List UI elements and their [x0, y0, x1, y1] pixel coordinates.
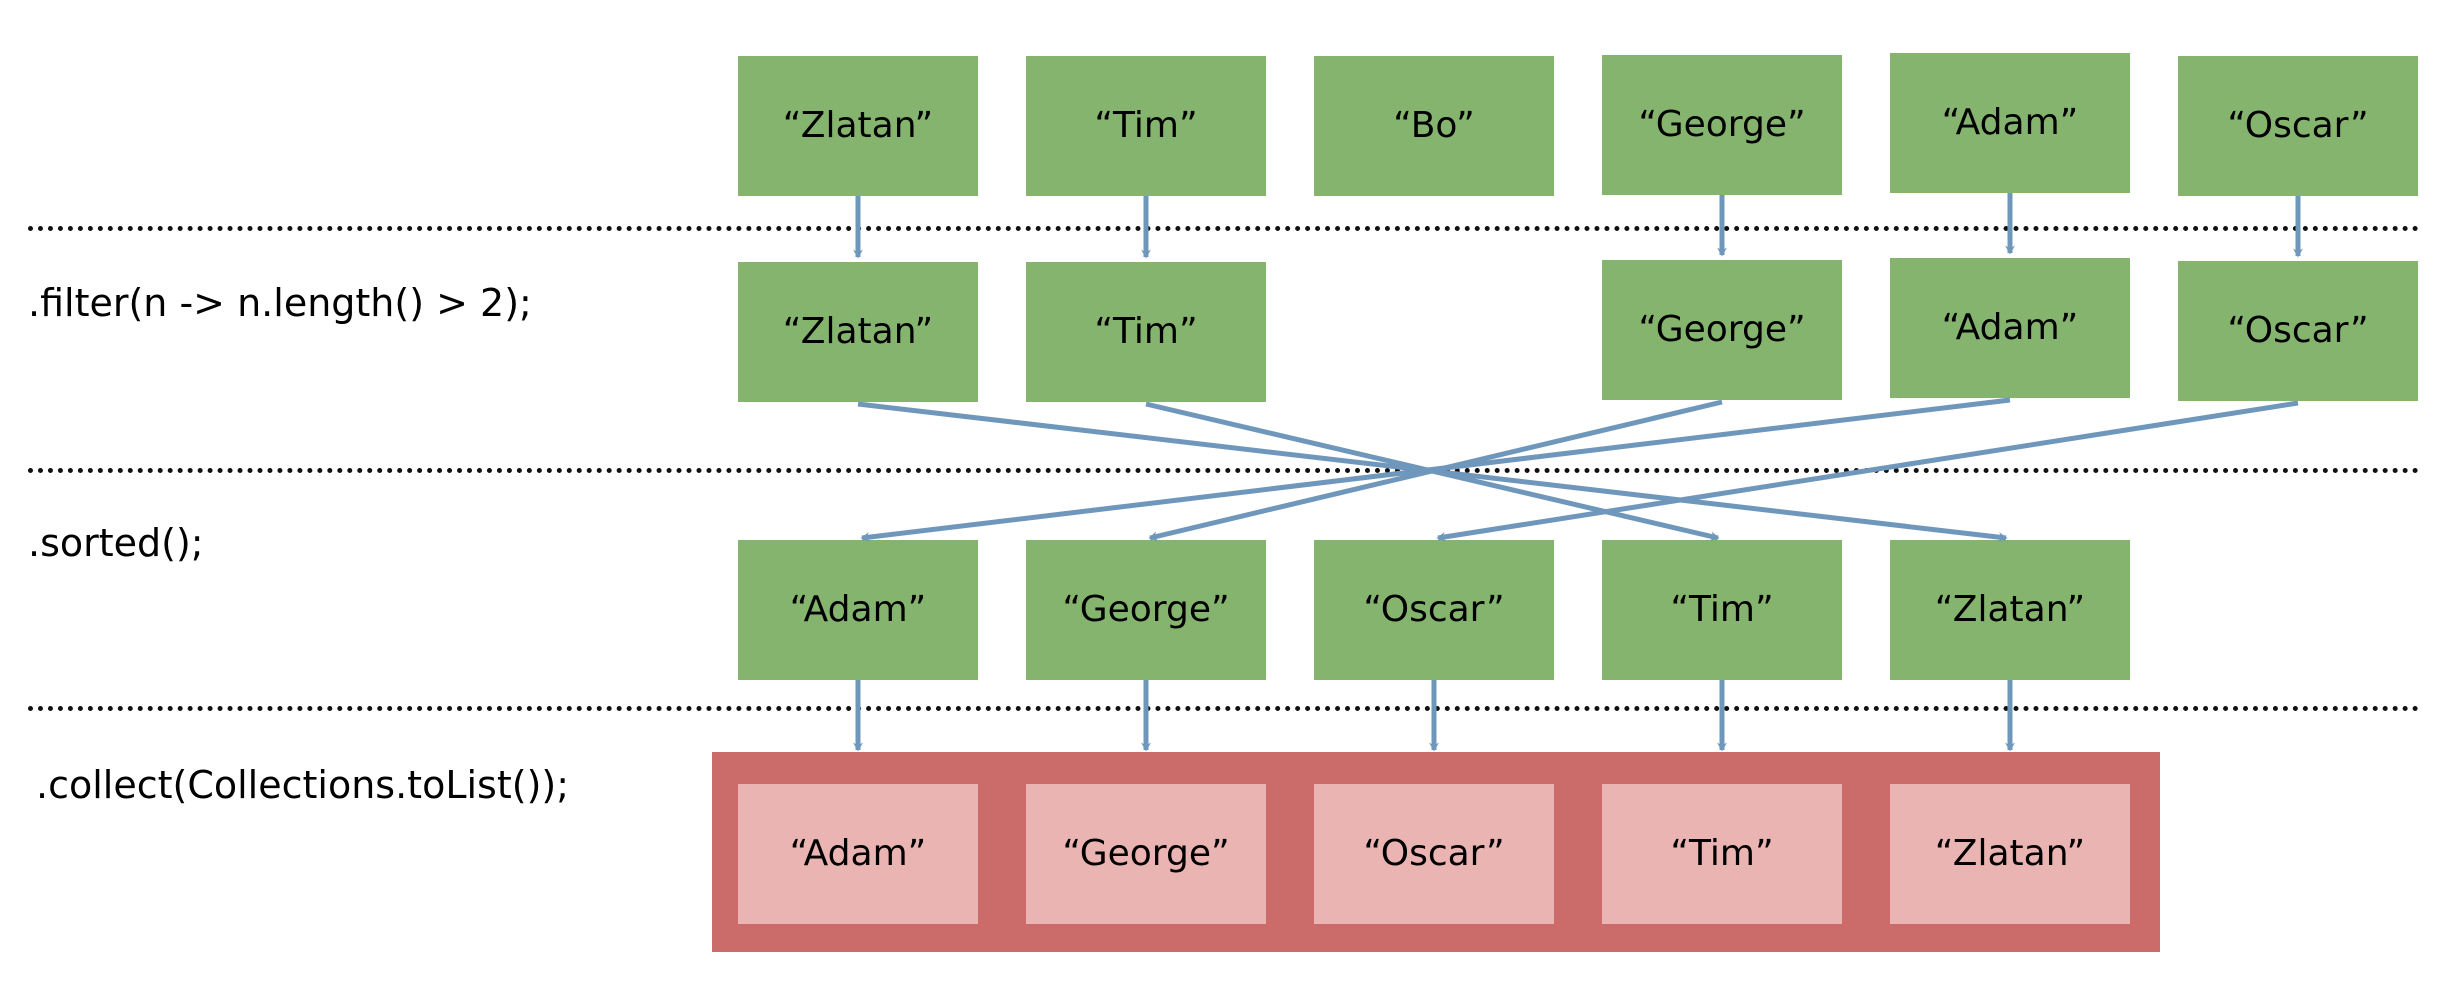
- filtered-element-george: “George”: [1602, 260, 1842, 400]
- source-element-oscar: “Oscar”: [2178, 56, 2418, 196]
- stage-divider-2: [28, 468, 2420, 473]
- stage-divider-3: [28, 706, 2420, 711]
- sorted-element-adam: “Adam”: [738, 540, 978, 680]
- filtered-element-adam: “Adam”: [1890, 258, 2130, 398]
- result-element-george: “George”: [1026, 784, 1266, 924]
- source-element-bo: “Bo”: [1314, 56, 1554, 196]
- sorted-element-tim: “Tim”: [1602, 540, 1842, 680]
- result-element-zlatan: “Zlatan”: [1890, 784, 2130, 924]
- result-element-oscar: “Oscar”: [1314, 784, 1554, 924]
- filter-operation-label: .filter(n -> n.length() > 2);: [28, 281, 532, 325]
- source-element-zlatan: “Zlatan”: [738, 56, 978, 196]
- result-element-adam: “Adam”: [738, 784, 978, 924]
- source-element-george: “George”: [1602, 55, 1842, 195]
- source-element-adam: “Adam”: [1890, 53, 2130, 193]
- sorted-operation-label: .sorted();: [28, 521, 204, 565]
- stage-divider-1: [28, 226, 2420, 231]
- source-element-tim: “Tim”: [1026, 56, 1266, 196]
- sorted-element-george: “George”: [1026, 540, 1266, 680]
- filtered-element-tim: “Tim”: [1026, 262, 1266, 402]
- filtered-element-oscar: “Oscar”: [2178, 261, 2418, 401]
- arrow-sort-oscar: [1436, 400, 2299, 542]
- sorted-element-zlatan: “Zlatan”: [1890, 540, 2130, 680]
- arrow-sort-adam: [860, 397, 2011, 543]
- result-element-tim: “Tim”: [1602, 784, 1842, 924]
- sorted-element-oscar: “Oscar”: [1314, 540, 1554, 680]
- collect-operation-label: .collect(Collections.toList());: [36, 763, 570, 807]
- filtered-element-zlatan: “Zlatan”: [738, 262, 978, 402]
